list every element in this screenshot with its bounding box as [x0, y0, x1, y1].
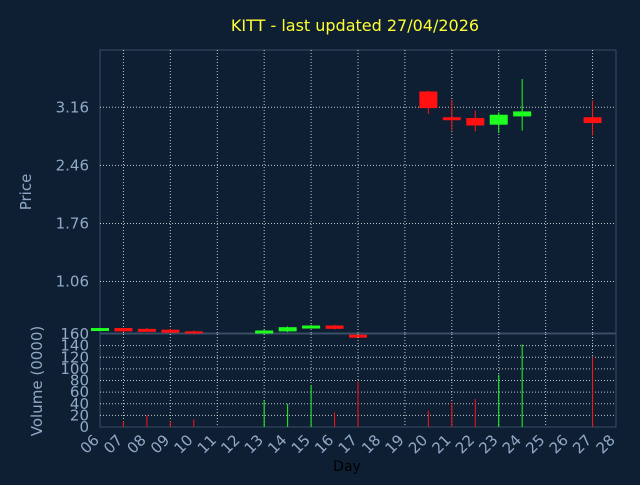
candle-body	[583, 117, 602, 124]
volume-tick-label: 60	[70, 383, 89, 401]
volume-tick-label: 160	[60, 325, 89, 343]
volume-tick-label: 140	[60, 337, 89, 355]
candle-body	[114, 328, 133, 332]
price-tick-label: 2.46	[56, 156, 89, 174]
price-tick-label: 3.16	[56, 98, 89, 116]
chart-title: KITT - last updated 27/04/2026	[231, 16, 479, 35]
candle-body	[466, 118, 485, 126]
volume-tick-label: 20	[70, 406, 89, 424]
candle-body	[137, 328, 156, 332]
price-panel: 1.06 1.76 2.46 3.16	[56, 49, 617, 338]
volume-tick-label: 80	[70, 372, 89, 390]
candle-body	[489, 114, 508, 125]
volume-tick-label: 120	[60, 348, 89, 366]
price-tick-label: 1.76	[56, 214, 89, 232]
candle-body	[302, 325, 321, 329]
volume-axis-label: Volume (0000)	[28, 326, 46, 436]
x-axis: 0607080910111213141516171819202122232425…	[77, 431, 619, 457]
candle-body	[513, 111, 532, 117]
candle-body	[161, 329, 180, 333]
candle-body	[325, 325, 344, 329]
volume-tick-label: 100	[60, 360, 89, 378]
candle-body	[184, 331, 203, 335]
x-axis-label: Day	[333, 459, 361, 475]
price-tick-label: 1.06	[56, 273, 89, 291]
candle-body	[442, 117, 461, 121]
volume-tick-label: 0	[79, 418, 89, 436]
candle-body	[255, 330, 274, 334]
candle-body	[349, 334, 367, 338]
candle-body	[91, 328, 109, 332]
price-axis-label: Price	[17, 174, 35, 211]
candle-body	[419, 91, 438, 109]
volume-tick-label: 40	[70, 395, 89, 413]
candle-body	[278, 327, 297, 332]
